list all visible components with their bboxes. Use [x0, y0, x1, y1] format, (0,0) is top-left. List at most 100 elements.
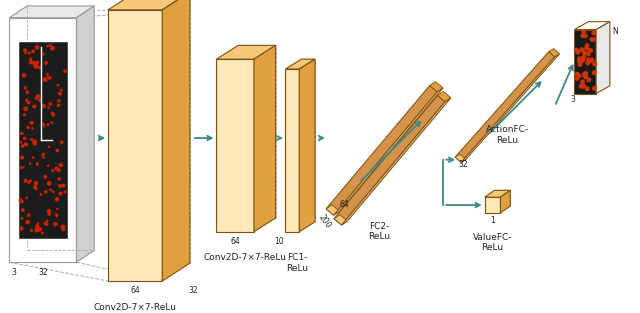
Polygon shape — [342, 98, 451, 225]
Circle shape — [35, 228, 38, 232]
Circle shape — [58, 170, 60, 171]
Circle shape — [56, 198, 58, 201]
Circle shape — [21, 201, 23, 203]
Circle shape — [579, 60, 582, 64]
Polygon shape — [10, 6, 94, 18]
Circle shape — [23, 167, 24, 168]
Polygon shape — [300, 59, 315, 232]
Circle shape — [34, 64, 37, 68]
Circle shape — [45, 223, 48, 225]
Text: FC1-
ReLu: FC1- ReLu — [286, 254, 308, 273]
Circle shape — [587, 78, 591, 82]
Circle shape — [593, 62, 596, 66]
Circle shape — [40, 194, 42, 195]
Circle shape — [47, 124, 49, 126]
Circle shape — [37, 223, 38, 224]
Polygon shape — [285, 69, 300, 232]
Circle shape — [20, 167, 22, 169]
Circle shape — [42, 232, 44, 234]
Circle shape — [24, 107, 28, 110]
Circle shape — [578, 57, 581, 60]
Circle shape — [59, 185, 61, 187]
Text: 1: 1 — [490, 216, 495, 225]
Circle shape — [580, 58, 583, 61]
Circle shape — [36, 189, 37, 190]
Circle shape — [26, 91, 29, 93]
Circle shape — [36, 163, 38, 165]
Circle shape — [28, 52, 30, 54]
Circle shape — [24, 87, 26, 89]
Text: 10: 10 — [274, 237, 284, 246]
Circle shape — [48, 107, 49, 108]
Circle shape — [24, 49, 26, 52]
Circle shape — [61, 225, 65, 228]
Circle shape — [32, 50, 35, 53]
Circle shape — [588, 59, 592, 63]
Text: 32: 32 — [458, 160, 468, 169]
Circle shape — [20, 141, 22, 143]
Circle shape — [33, 157, 34, 158]
Circle shape — [24, 179, 27, 182]
Circle shape — [38, 228, 42, 231]
Circle shape — [51, 47, 54, 50]
Circle shape — [579, 85, 583, 88]
Circle shape — [593, 87, 596, 90]
Circle shape — [62, 184, 65, 187]
Polygon shape — [108, 10, 162, 281]
Circle shape — [591, 38, 595, 41]
Text: N: N — [612, 27, 618, 35]
Circle shape — [42, 154, 44, 156]
Circle shape — [33, 140, 36, 143]
Circle shape — [586, 44, 589, 48]
Circle shape — [48, 76, 51, 79]
Circle shape — [55, 167, 58, 170]
Circle shape — [52, 113, 54, 116]
Circle shape — [45, 191, 47, 193]
Text: Conv2D-7×7-ReLu: Conv2D-7×7-ReLu — [204, 254, 287, 262]
Circle shape — [582, 73, 586, 77]
Circle shape — [38, 99, 41, 101]
Circle shape — [589, 49, 592, 52]
Circle shape — [61, 90, 62, 91]
Circle shape — [20, 156, 24, 159]
Polygon shape — [574, 30, 596, 94]
Circle shape — [21, 218, 22, 219]
Circle shape — [28, 214, 30, 216]
Circle shape — [20, 132, 23, 135]
Circle shape — [580, 48, 584, 51]
Polygon shape — [596, 22, 610, 94]
Polygon shape — [326, 85, 437, 215]
Circle shape — [59, 92, 61, 95]
Circle shape — [44, 175, 47, 178]
Polygon shape — [162, 0, 190, 281]
Circle shape — [62, 228, 65, 231]
Circle shape — [28, 182, 30, 183]
Circle shape — [20, 227, 23, 230]
Circle shape — [27, 126, 29, 128]
Circle shape — [60, 164, 62, 167]
Circle shape — [51, 122, 52, 123]
Circle shape — [35, 65, 38, 68]
Circle shape — [56, 215, 58, 217]
Circle shape — [58, 84, 59, 86]
Circle shape — [26, 197, 28, 198]
Circle shape — [34, 186, 36, 188]
Circle shape — [58, 178, 60, 180]
Circle shape — [47, 220, 48, 221]
Circle shape — [582, 84, 586, 88]
Circle shape — [36, 225, 38, 228]
Circle shape — [590, 38, 594, 41]
Text: 64: 64 — [230, 237, 240, 246]
Circle shape — [31, 139, 33, 140]
Circle shape — [56, 214, 57, 216]
Polygon shape — [455, 52, 555, 162]
Circle shape — [47, 45, 49, 47]
Circle shape — [24, 143, 28, 146]
Circle shape — [57, 208, 58, 209]
Circle shape — [30, 121, 33, 124]
Circle shape — [50, 189, 52, 191]
Circle shape — [587, 52, 590, 56]
Circle shape — [19, 199, 22, 202]
Circle shape — [64, 191, 66, 193]
Circle shape — [51, 112, 53, 114]
